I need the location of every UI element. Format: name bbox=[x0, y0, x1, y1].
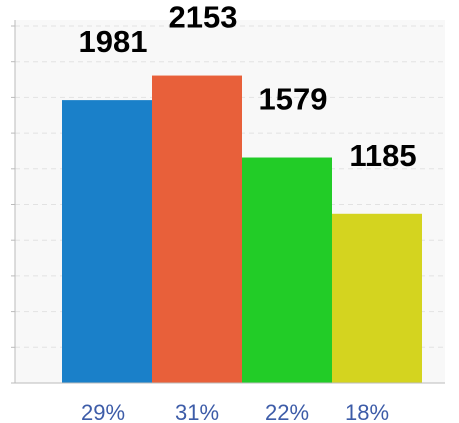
bar bbox=[332, 213, 422, 383]
data-label: 2153 bbox=[169, 0, 238, 35]
bar bbox=[242, 157, 332, 383]
x-tick-label: 29% bbox=[81, 400, 125, 423]
bar bbox=[62, 100, 152, 384]
data-label: 1579 bbox=[259, 82, 328, 117]
x-tick-label: 31% bbox=[175, 400, 219, 423]
x-tick-label: 18% bbox=[345, 400, 389, 423]
bar bbox=[152, 75, 242, 383]
x-tick-label: 22% bbox=[265, 400, 309, 423]
data-label: 1185 bbox=[349, 138, 416, 173]
data-label: 1981 bbox=[79, 24, 148, 59]
